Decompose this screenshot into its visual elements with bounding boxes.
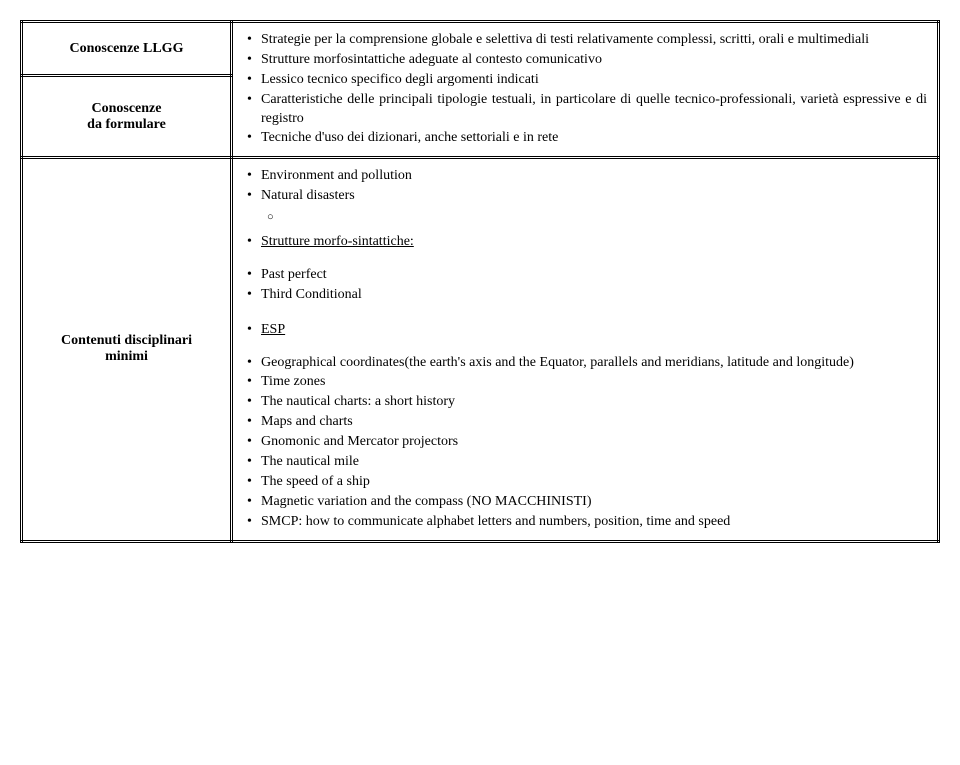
list-item: Third Conditional: [261, 286, 927, 305]
list-item: The speed of a ship: [261, 473, 927, 492]
list-item: Maps and charts: [261, 413, 927, 432]
list-item: The nautical charts: a short history: [261, 393, 927, 412]
list-item: SMCP: how to communicate alphabet letter…: [261, 513, 927, 532]
spacer: [243, 342, 927, 352]
label-text-l2: da formulare: [87, 117, 166, 132]
list-conoscenze: Strategie per la comprensione globale e …: [243, 31, 927, 148]
list-item: Tecniche d'uso dei dizionari, anche sett…: [261, 129, 927, 148]
list-item: Past perfect: [261, 266, 927, 285]
list-item: Geographical coordinates(the earth's axi…: [261, 354, 927, 373]
label-text-l2: minimi: [105, 349, 148, 364]
list-item: Natural disasters: [261, 187, 927, 206]
list-item: Environment and pollution: [261, 167, 927, 186]
label-conoscenze-llgg: Conoscenze LLGG: [22, 22, 232, 76]
struct-heading-text: Strutture morfo-sintattiche:: [261, 234, 414, 249]
row-conoscenze-llgg: Conoscenze LLGG Strategie per la compren…: [22, 22, 939, 76]
list-item: Caratteristiche delle principali tipolog…: [261, 91, 927, 129]
cell-conoscenze-content: Strategie per la comprensione globale e …: [232, 22, 939, 158]
label-text: Conoscenze LLGG: [70, 41, 184, 56]
cell-contenuti: ESP Geographical coordinates(the earth's…: [232, 313, 939, 541]
list-item: Strutture morfosintattiche adeguate al c…: [261, 51, 927, 70]
list-item: Time zones: [261, 373, 927, 392]
struct-heading: Strutture morfo-sintattiche:: [261, 233, 927, 252]
list-item: Gnomonic and Mercator projectors: [261, 433, 927, 452]
empty-left: [22, 158, 232, 313]
list-item: The nautical mile: [261, 453, 927, 472]
list-esp-heading: ESP: [243, 321, 927, 340]
list-item: Strategie per la comprensione globale e …: [261, 31, 927, 50]
label-contenuti: Contenuti disciplinari minimi: [22, 313, 232, 541]
label-text-l1: Conoscenze: [92, 101, 162, 116]
list-esp: Geographical coordinates(the earth's axi…: [243, 354, 927, 532]
label-conoscenze-formulare: Conoscenze da formulare: [22, 76, 232, 158]
cell-topics: Environment and pollution Natural disast…: [232, 158, 939, 313]
list-grammar: Past perfect Third Conditional: [243, 266, 927, 305]
list-struct-heading: Strutture morfo-sintattiche:: [243, 233, 927, 252]
row-topics: Environment and pollution Natural disast…: [22, 158, 939, 313]
document-table: Conoscenze LLGG Strategie per la compren…: [20, 20, 940, 543]
list-item: Magnetic variation and the compass (NO M…: [261, 493, 927, 512]
esp-heading: ESP: [261, 321, 927, 340]
spacer: [243, 254, 927, 264]
row-contenuti: Contenuti disciplinari minimi ESP Geogra…: [22, 313, 939, 541]
esp-heading-text: ESP: [261, 322, 285, 337]
sub-blank-item: [285, 210, 927, 229]
label-text-l1: Contenuti disciplinari: [61, 333, 192, 348]
list-topics: Environment and pollution Natural disast…: [243, 167, 927, 206]
list-item: Lessico tecnico specifico degli argoment…: [261, 71, 927, 90]
sub-blank: [243, 210, 927, 229]
